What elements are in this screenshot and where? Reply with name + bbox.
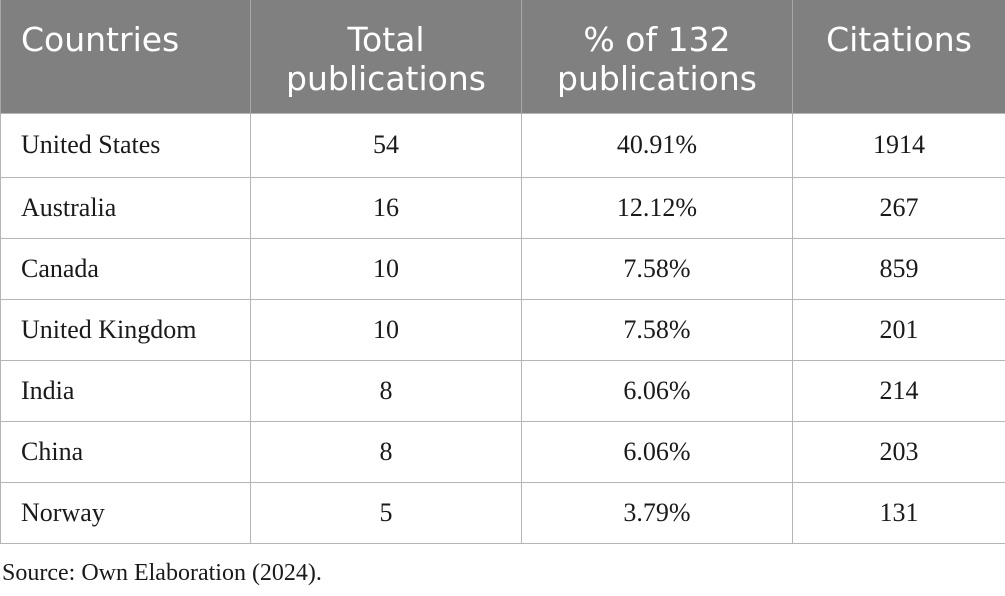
table-body: United States 54 40.91% 1914 Australia 16 12.1… (0, 112, 1005, 544)
table-row: United States 54 40.91% 1914 (0, 112, 1005, 178)
table-cell: 40.91% (521, 112, 793, 178)
table-cell: China (0, 420, 251, 483)
table-cell: 6.06% (521, 420, 793, 483)
table-cell: 10 (250, 298, 522, 361)
table-cell: United States (0, 112, 251, 178)
table-cell: 12.12% (521, 176, 793, 239)
table-row: Australia 16 12.12% 267 (0, 176, 1005, 239)
table-cell: Canada (0, 237, 251, 300)
column-header: Total publications (250, 0, 522, 113)
table-cell: 6.06% (521, 359, 793, 422)
column-header: Countries (0, 0, 251, 113)
column-header: % of 132 publications (521, 0, 793, 113)
table-cell: United Kingdom (0, 298, 251, 361)
table-cell: 859 (792, 237, 1005, 300)
table-cell: India (0, 359, 251, 422)
data-table: Countries Total publications% of 132 publ… (0, 0, 1005, 544)
table-cell: 201 (792, 298, 1005, 361)
table-row: India 8 6.06% 214 (0, 359, 1005, 422)
table-cell: 8 (250, 420, 522, 483)
table-cell: 16 (250, 176, 522, 239)
table-cell: 131 (792, 481, 1005, 544)
table-cell: 5 (250, 481, 522, 544)
table-cell: 203 (792, 420, 1005, 483)
table-cell: 8 (250, 359, 522, 422)
table-cell: 1914 (792, 112, 1005, 178)
header-row: Countries Total publications% of 132 publ… (0, 0, 1005, 113)
table-cell: 7.58% (521, 298, 793, 361)
table-cell: 7.58% (521, 237, 793, 300)
table-row: Norway 5 3.79% 131 (0, 481, 1005, 544)
table-cell: Norway (0, 481, 251, 544)
table-cell: 54 (250, 112, 522, 178)
footnote: Source: Own Elaboration (2024). (2, 560, 322, 586)
table-row: China 8 6.06% 203 (0, 420, 1005, 483)
table-row: Canada 10 7.58% 859 (0, 237, 1005, 300)
table-cell: 10 (250, 237, 522, 300)
table-row: United Kingdom 10 7.58% 201 (0, 298, 1005, 361)
column-header: Citations (792, 0, 1005, 113)
table-cell: 3.79% (521, 481, 793, 544)
table-cell: Australia (0, 176, 251, 239)
table-cell: 267 (792, 176, 1005, 239)
table-cell: 214 (792, 359, 1005, 422)
